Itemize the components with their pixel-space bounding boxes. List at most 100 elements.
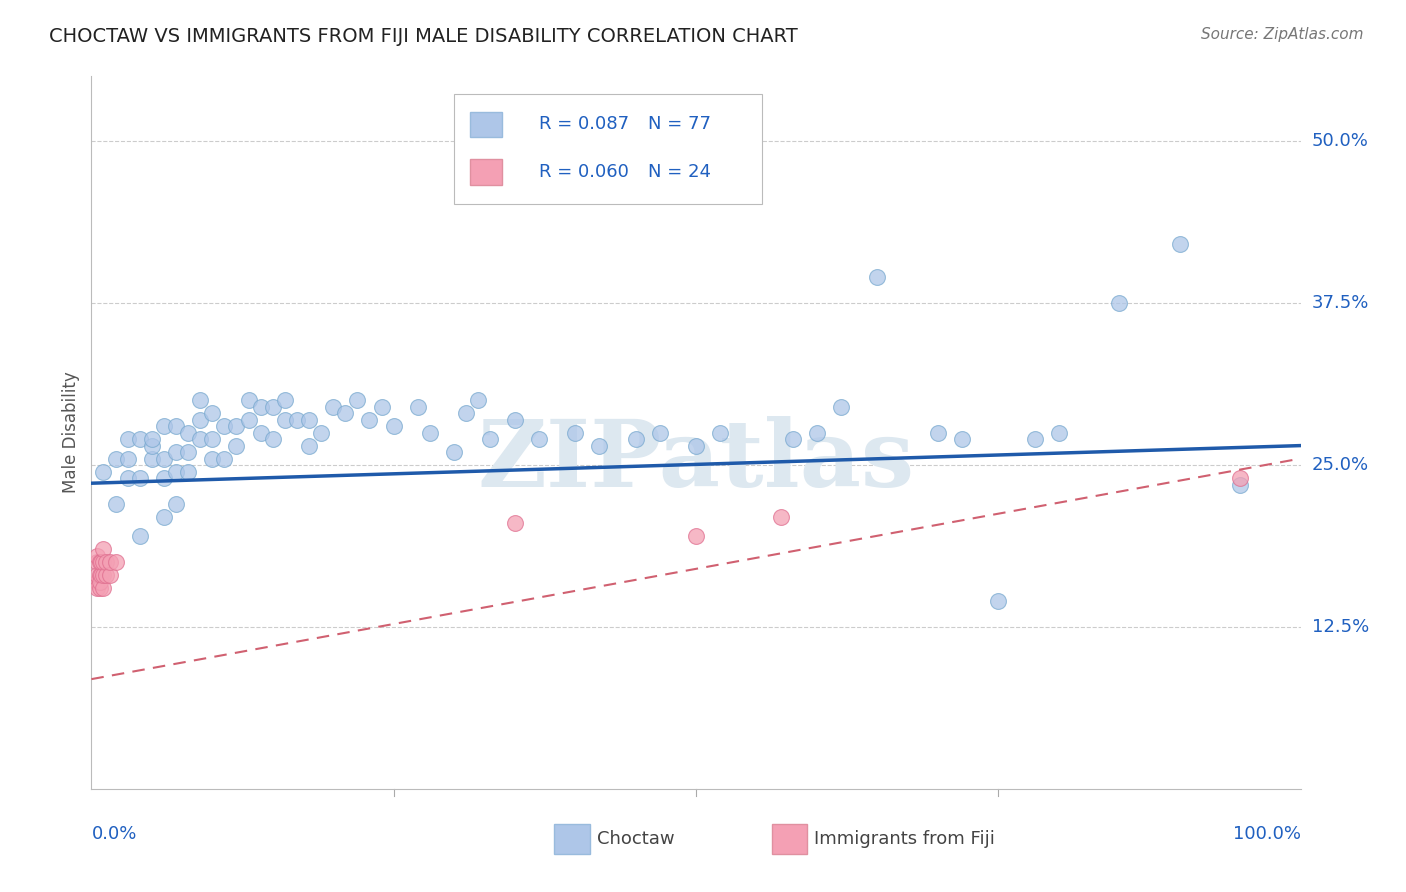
Point [201, 432, 224, 446]
Point [648, 425, 671, 440]
Point [1229, 471, 1251, 485]
Point [359, 412, 381, 426]
Point [225, 419, 247, 434]
Point [98, 568, 121, 582]
Point [285, 412, 308, 426]
Text: CHOCTAW VS IMMIGRANTS FROM FIJI MALE DISABILITY CORRELATION CHART: CHOCTAW VS IMMIGRANTS FROM FIJI MALE DIS… [49, 27, 799, 45]
Point [104, 555, 127, 569]
Point [177, 445, 200, 459]
Text: 50.0%: 50.0% [1312, 132, 1368, 150]
Point [238, 393, 260, 408]
Point [165, 445, 187, 459]
Text: Choctaw: Choctaw [596, 830, 675, 847]
Point [322, 400, 344, 414]
Point [1047, 425, 1070, 440]
Text: Source: ZipAtlas.com: Source: ZipAtlas.com [1201, 27, 1364, 42]
Point [86, 574, 108, 589]
Point [214, 419, 236, 434]
Point [225, 439, 247, 453]
Point [93, 555, 115, 569]
Point [238, 412, 260, 426]
Point [153, 510, 176, 524]
Point [1229, 477, 1251, 491]
Point [117, 432, 139, 446]
Point [382, 419, 405, 434]
Text: ZIPatlas: ZIPatlas [478, 417, 914, 506]
Point [262, 400, 284, 414]
Point [188, 393, 211, 408]
Point [188, 432, 211, 446]
Text: 37.5%: 37.5% [1312, 293, 1369, 312]
Point [769, 510, 792, 524]
FancyBboxPatch shape [454, 94, 762, 204]
Point [90, 555, 112, 569]
Point [86, 568, 108, 582]
Point [274, 393, 297, 408]
Point [987, 594, 1010, 608]
Point [201, 406, 224, 420]
Point [86, 582, 108, 596]
Text: Immigrants from Fiji: Immigrants from Fiji [814, 830, 995, 847]
Point [309, 425, 332, 440]
Point [262, 432, 284, 446]
Point [950, 432, 973, 446]
Point [709, 425, 731, 440]
Point [927, 425, 949, 440]
Point [249, 425, 271, 440]
Point [685, 439, 707, 453]
Point [1168, 237, 1191, 252]
Point [93, 568, 115, 582]
Text: N = 77: N = 77 [648, 115, 710, 133]
Point [782, 432, 804, 446]
Point [588, 439, 610, 453]
Point [104, 451, 127, 466]
Text: 0.0%: 0.0% [91, 825, 136, 843]
Point [177, 425, 200, 440]
Point [117, 451, 139, 466]
Point [104, 497, 127, 511]
Point [503, 412, 526, 426]
Point [141, 432, 163, 446]
FancyBboxPatch shape [470, 160, 502, 185]
Point [443, 445, 465, 459]
Text: R = 0.060: R = 0.060 [538, 163, 628, 181]
Point [419, 425, 441, 440]
Point [153, 419, 176, 434]
Point [1108, 296, 1130, 310]
Text: R = 0.087: R = 0.087 [538, 115, 628, 133]
Y-axis label: Male Disability: Male Disability [62, 372, 80, 493]
Point [90, 568, 112, 582]
Point [177, 465, 200, 479]
Text: 100.0%: 100.0% [1233, 825, 1301, 843]
Point [503, 516, 526, 531]
Point [346, 393, 368, 408]
Point [141, 451, 163, 466]
Point [527, 432, 550, 446]
Point [165, 419, 187, 434]
Point [467, 393, 489, 408]
Point [456, 406, 478, 420]
Point [94, 568, 117, 582]
Point [128, 471, 150, 485]
Point [685, 529, 707, 543]
Point [141, 439, 163, 453]
Point [89, 555, 111, 569]
Point [86, 555, 108, 569]
Point [89, 582, 111, 596]
Point [86, 549, 108, 563]
Text: 12.5%: 12.5% [1312, 618, 1369, 636]
Point [93, 582, 115, 596]
Point [335, 406, 357, 420]
Point [128, 432, 150, 446]
Point [98, 555, 121, 569]
Point [201, 451, 224, 466]
Point [298, 439, 321, 453]
Point [624, 432, 647, 446]
Point [274, 412, 297, 426]
Text: 25.0%: 25.0% [1312, 456, 1369, 474]
Point [188, 412, 211, 426]
Point [165, 465, 187, 479]
Point [93, 542, 115, 557]
Point [298, 412, 321, 426]
Point [128, 529, 150, 543]
